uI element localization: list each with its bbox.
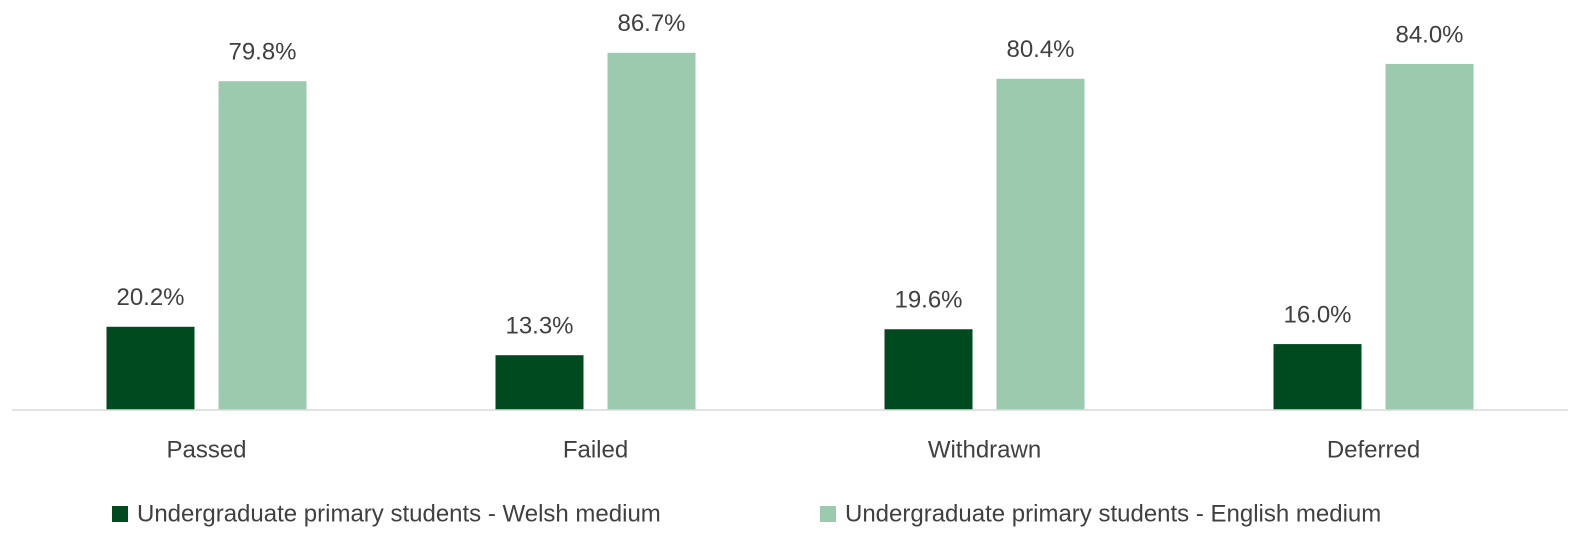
x-tick-label: Withdrawn	[928, 436, 1041, 463]
data-label: 20.2%	[116, 284, 184, 311]
legend-swatch	[112, 506, 128, 522]
bar	[884, 329, 973, 410]
data-label: 13.3%	[505, 313, 573, 340]
legend-swatch	[820, 506, 836, 522]
data-label: 84.0%	[1395, 21, 1463, 48]
data-label: 19.6%	[894, 287, 962, 314]
legend-label: Undergraduate primary students - Welsh m…	[137, 500, 661, 527]
bar	[607, 52, 696, 411]
x-tick-label: Passed	[166, 436, 246, 463]
bar	[106, 326, 195, 410]
x-tick-label: Deferred	[1327, 436, 1420, 463]
data-label: 86.7%	[617, 10, 685, 37]
bar	[1385, 63, 1474, 411]
bar	[218, 81, 307, 410]
bar	[996, 78, 1085, 410]
bar	[495, 355, 584, 410]
legend-label: Undergraduate primary students - English…	[845, 500, 1381, 527]
data-label: 79.8%	[228, 39, 296, 66]
bar	[1273, 344, 1362, 410]
data-label: 16.0%	[1283, 301, 1351, 328]
x-tick-label: Failed	[563, 436, 628, 463]
data-label: 80.4%	[1006, 36, 1074, 63]
